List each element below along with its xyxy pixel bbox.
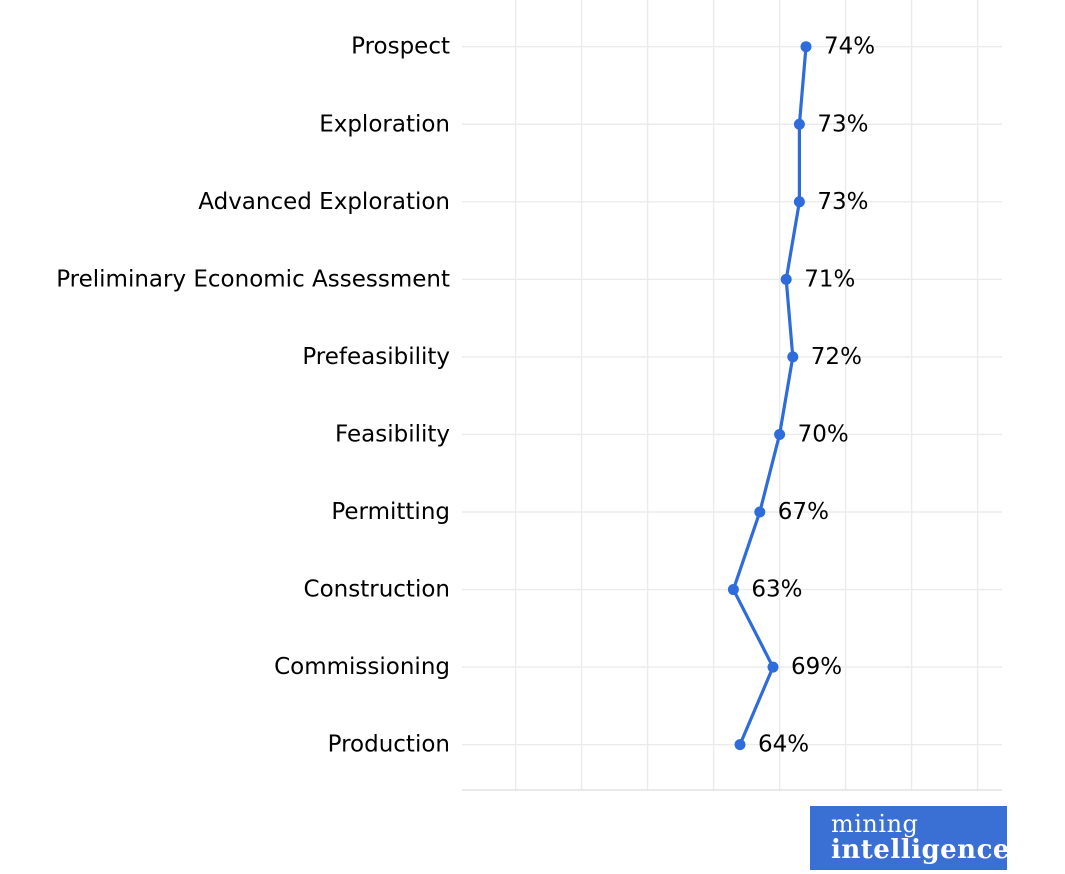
data-point-preliminary-economic-assessment[interactable] (780, 273, 792, 285)
value-label: 74% (824, 34, 875, 60)
data-point-production[interactable] (734, 739, 746, 751)
data-point-exploration[interactable] (793, 118, 805, 130)
series-line (731, 45, 808, 747)
data-point-construction[interactable] (727, 584, 739, 596)
value-label: 72% (811, 344, 862, 370)
value-label: 67% (778, 499, 829, 525)
data-point-feasibility[interactable] (774, 428, 786, 440)
mining-intelligence-logo: mining intelligence (810, 806, 1010, 870)
value-label: 70% (798, 421, 849, 447)
logo-text-intelligence: intelligence (831, 834, 1010, 865)
data-point-advanced-exploration[interactable] (793, 196, 805, 208)
data-point-prospect[interactable] (800, 41, 812, 53)
data-point-prefeasibility[interactable] (787, 351, 799, 363)
data-point-permitting[interactable] (754, 506, 766, 518)
value-label: 64% (758, 732, 809, 758)
category-label: Preliminary Economic Assessment (56, 266, 450, 292)
data-point-commissioning[interactable] (767, 661, 779, 673)
category-label: Prospect (351, 34, 450, 60)
value-label: 69% (791, 654, 842, 680)
category-label: Construction (304, 577, 450, 603)
category-label: Advanced Exploration (198, 189, 450, 215)
category-label: Commissioning (274, 654, 450, 680)
category-label: Production (328, 732, 450, 758)
logo-text-mining: mining (831, 810, 919, 839)
category-label: Feasibility (335, 421, 450, 447)
value-label: 73% (817, 111, 868, 137)
category-label: Prefeasibility (302, 344, 450, 370)
value-label: 63% (751, 577, 802, 603)
value-label: 71% (804, 266, 855, 292)
category-label: Permitting (331, 499, 450, 525)
category-label: Exploration (319, 111, 450, 137)
value-label: 73% (817, 189, 868, 215)
